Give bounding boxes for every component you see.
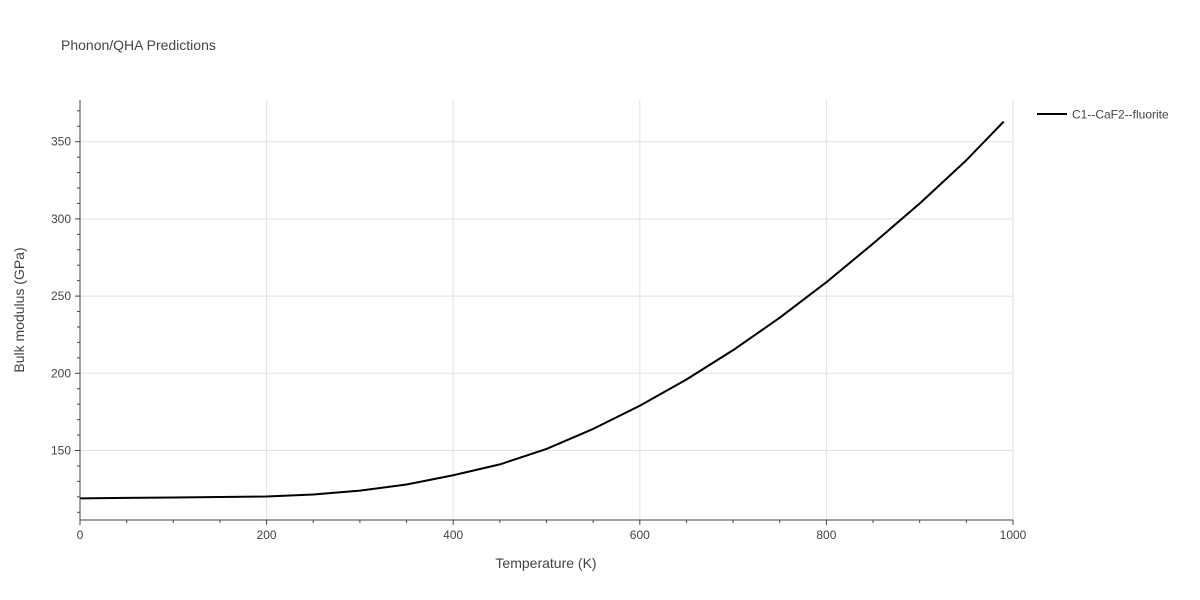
legend[interactable]: C1--CaF2--fluorite [1037, 108, 1169, 122]
y-tick-label: 200 [51, 366, 71, 380]
y-tick-label: 250 [51, 289, 71, 303]
plot-area [79, 120, 1005, 500]
x-axis-title: Temperature (K) [495, 555, 596, 571]
x-tick-label: 800 [816, 528, 836, 542]
x-tick-label: 200 [257, 528, 277, 542]
x-tick-label: 1000 [1000, 528, 1027, 542]
y-axis-title: Bulk modulus (GPa) [11, 247, 27, 372]
y-tick-label: 350 [51, 135, 71, 149]
y-tick-label: 300 [51, 212, 71, 226]
axes [75, 100, 1014, 525]
x-tick-label: 0 [77, 528, 84, 542]
chart-title: Phonon/QHA Predictions [61, 37, 216, 53]
x-tick-label: 400 [443, 528, 463, 542]
y-tick-label: 150 [51, 444, 71, 458]
x-tick-label: 600 [630, 528, 650, 542]
legend-label: C1--CaF2--fluorite [1072, 108, 1169, 122]
tick-labels: 0 200 400 600 800 1000 150 200 250 300 350 [51, 135, 1027, 542]
series-line [79, 120, 1005, 500]
grid [80, 100, 1014, 520]
